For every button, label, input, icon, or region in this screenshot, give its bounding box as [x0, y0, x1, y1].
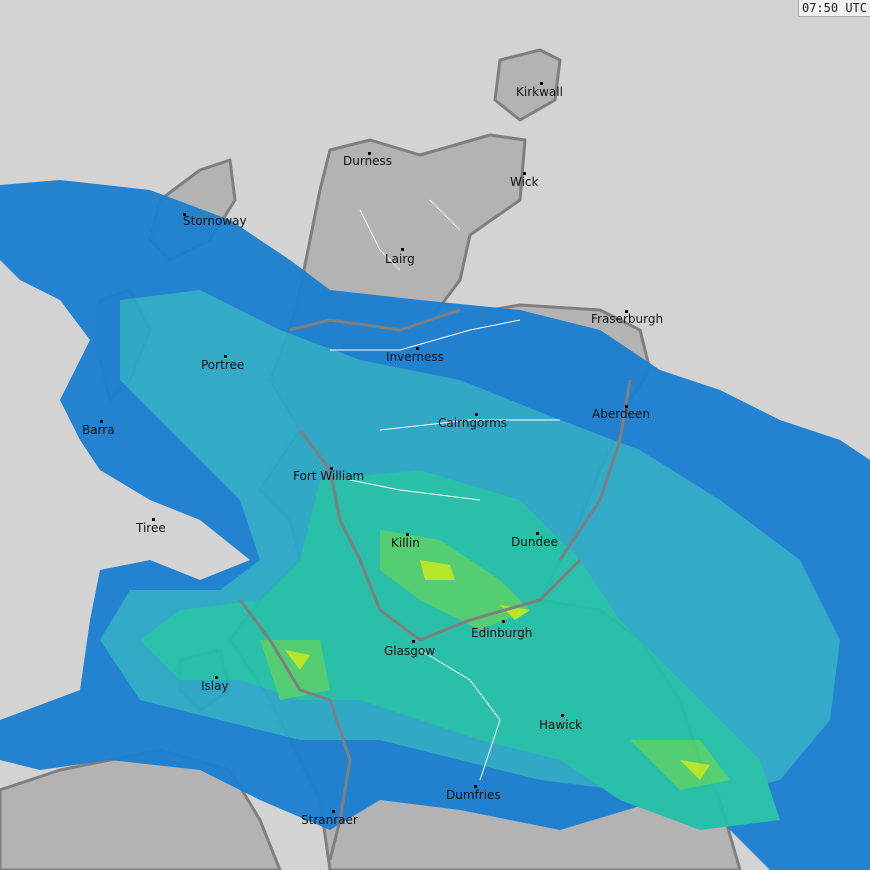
city-marker	[412, 640, 415, 643]
city-label: Edinburgh	[471, 626, 533, 640]
city-label: Durness	[343, 154, 393, 168]
city-marker	[475, 413, 478, 416]
city-marker	[406, 533, 409, 536]
city-marker	[100, 420, 103, 423]
city-label: Wick	[510, 175, 539, 189]
coastlines	[238, 308, 632, 861]
city-label: Cairngorms	[438, 416, 508, 430]
city-marker	[561, 714, 564, 717]
city-label: Inverness	[386, 350, 444, 364]
city-label: Kirkwall	[516, 85, 563, 99]
city-marker	[625, 405, 628, 408]
city-marker	[401, 248, 404, 251]
city-marker	[474, 785, 477, 788]
city-marker	[183, 213, 186, 216]
city-label: Portree	[201, 358, 245, 372]
city-marker	[215, 676, 218, 679]
city-label: Stornoway	[183, 214, 247, 228]
city-marker	[416, 347, 419, 350]
city-marker	[540, 82, 543, 85]
city-label: Stranraer	[301, 813, 358, 827]
city-marker	[523, 172, 526, 175]
city-label: Islay	[201, 679, 229, 693]
city-label: Lairg	[385, 252, 415, 266]
city-label: Killin	[391, 536, 420, 550]
city-label: Glasgow	[384, 644, 436, 658]
city-marker	[625, 310, 628, 313]
city-label: Dumfries	[446, 788, 501, 802]
city-label: Fort William	[293, 469, 365, 483]
city-label: Aberdeen	[592, 407, 650, 421]
city-marker	[330, 467, 333, 470]
city-marker	[536, 532, 539, 535]
city-marker	[332, 810, 335, 813]
city-label: Fraserburgh	[591, 312, 664, 326]
city-marker	[502, 620, 505, 623]
city-label: Tiree	[136, 521, 166, 535]
rivers	[330, 199, 560, 781]
city-label: Hawick	[539, 718, 583, 732]
city-marker	[152, 518, 155, 521]
city-marker	[368, 152, 371, 155]
city-label: Barra	[82, 423, 115, 437]
city-label: Dundee	[511, 535, 558, 549]
timestamp: 07:50 UTC	[797, 0, 870, 17]
city-marker	[224, 355, 227, 358]
